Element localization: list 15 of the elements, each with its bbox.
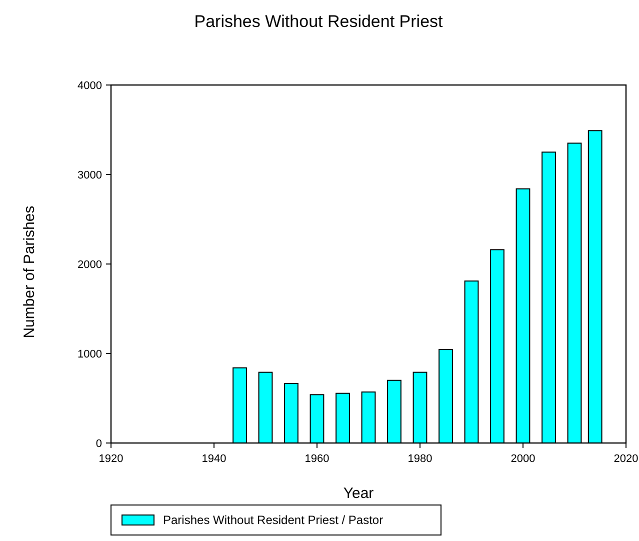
x-axis-title: Year: [343, 485, 374, 502]
y-tick-label: 1000: [78, 348, 102, 360]
x-tick-label: 2020: [614, 453, 638, 465]
y-tick-label: 0: [96, 438, 102, 450]
y-axis-title: Number of Parishes: [21, 206, 38, 338]
x-tick-label: 2000: [510, 453, 536, 465]
chart-title: Parishes Without Resident Priest: [194, 12, 444, 31]
x-tick-label: 1920: [98, 453, 124, 465]
y-tick-label: 3000: [78, 170, 102, 182]
x-tick-label: 1980: [408, 453, 432, 465]
y-tick-label: 2000: [78, 259, 102, 271]
legend-label: Parishes Without Resident Priest / Pastor: [163, 513, 384, 527]
x-tick-label: 1960: [304, 453, 330, 465]
y-tick-label: 4000: [78, 80, 102, 92]
x-tick-label: 1940: [202, 453, 226, 465]
